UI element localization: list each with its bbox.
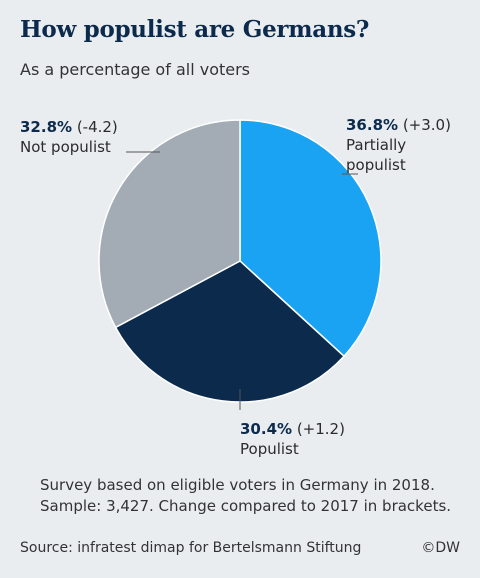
note-line: Sample: 3,427. Change compared to 2017 i… bbox=[40, 497, 452, 515]
note-line: Survey based on eligible voters in Germa… bbox=[40, 476, 435, 494]
chart-title: How populist are Germans? bbox=[20, 16, 370, 43]
slice-category-label: Not populist bbox=[20, 138, 111, 156]
survey-note: Survey based on eligible voters in Germa… bbox=[40, 475, 451, 517]
pie-chart: 36.8% (+3.0) Partially populist 30.4% (+1.2… bbox=[20, 116, 451, 458]
source-text: Source: infratest dimap for Bertelsmann … bbox=[20, 540, 362, 556]
slice-value-label: 30.4% (+1.2) bbox=[240, 420, 345, 438]
pie-slice bbox=[114, 260, 345, 403]
slice-category-label: Partially bbox=[346, 136, 406, 154]
chart-subtitle: As a percentage of all voters bbox=[20, 60, 251, 79]
pie-slice bbox=[239, 119, 382, 357]
credit-text: ©DW bbox=[421, 540, 460, 556]
pie-slice bbox=[98, 119, 241, 329]
slice-category-label: populist bbox=[346, 156, 406, 174]
slice-category-label: Populist bbox=[240, 440, 299, 458]
slice-value-label: 36.8% (+3.0) bbox=[346, 116, 451, 134]
slice-value-label: 32.8% (-4.2) bbox=[20, 118, 118, 136]
